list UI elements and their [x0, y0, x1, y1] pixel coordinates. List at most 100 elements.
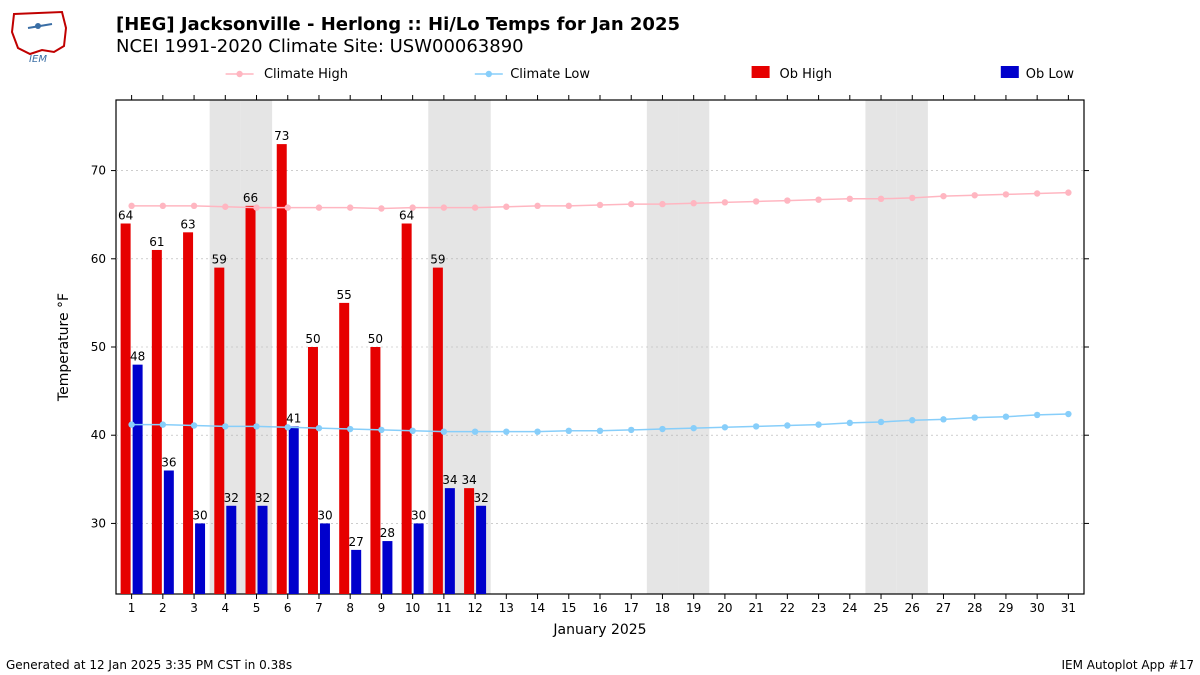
- climate-high-marker: [909, 195, 915, 201]
- xtick-label: 10: [405, 601, 420, 615]
- climate-low-marker: [128, 421, 134, 427]
- xtick-label: 30: [1030, 601, 1045, 615]
- climate-high-marker: [285, 204, 291, 210]
- bar-ob-high: [214, 268, 224, 594]
- x-axis-label: January 2025: [552, 622, 646, 638]
- bar-label-low: 36: [161, 456, 176, 470]
- climate-high-marker: [253, 204, 259, 210]
- bar-ob-high: [152, 250, 162, 594]
- bar-label-high: 55: [337, 288, 352, 302]
- climate-low-marker: [815, 421, 821, 427]
- climate-high-marker: [597, 202, 603, 208]
- climate-low-marker: [784, 422, 790, 428]
- climate-low-marker: [347, 426, 353, 432]
- xtick-label: 20: [717, 601, 732, 615]
- legend-label-climate_high: Climate High: [264, 67, 348, 82]
- xtick-label: 4: [221, 601, 229, 615]
- bar-ob-high: [183, 232, 193, 594]
- bar-ob-low: [289, 426, 299, 594]
- bar-ob-low: [258, 506, 268, 594]
- climate-high-marker: [722, 199, 728, 205]
- bar-label-low: 30: [411, 508, 426, 522]
- climate-low-marker: [316, 425, 322, 431]
- bar-ob-high: [308, 347, 318, 594]
- bar-ob-high: [121, 224, 131, 595]
- xtick-label: 26: [905, 601, 920, 615]
- climate-high-marker: [160, 203, 166, 209]
- bar-ob-high: [277, 144, 287, 594]
- xtick-label: 12: [467, 601, 482, 615]
- bar-ob-high: [402, 224, 412, 595]
- bar-label-low: 32: [224, 491, 239, 505]
- climate-high-marker: [503, 204, 509, 210]
- climate-high-marker: [940, 193, 946, 199]
- climate-low-marker: [285, 424, 291, 430]
- climate-high-marker: [409, 204, 415, 210]
- logo-text: IEM: [29, 54, 47, 65]
- iem-logo: IEM: [12, 12, 66, 65]
- climate-high-marker: [972, 192, 978, 198]
- climate-high-marker: [784, 197, 790, 203]
- bar-label-high: 59: [212, 253, 227, 267]
- climate-low-marker: [222, 423, 228, 429]
- climate-high-marker: [1003, 191, 1009, 197]
- bar-ob-low: [164, 471, 174, 595]
- bar-ob-high: [246, 206, 256, 594]
- climate-high-marker: [847, 196, 853, 202]
- bar-ob-low: [445, 488, 455, 594]
- climate-low-marker: [566, 428, 572, 434]
- bar-label-low: 30: [317, 508, 332, 522]
- bar-label-high: 34: [461, 473, 476, 487]
- xtick-label: 27: [936, 601, 951, 615]
- xtick-label: 23: [811, 601, 826, 615]
- legend-label-ob_low: Ob Low: [1026, 67, 1075, 82]
- climate-low-marker: [628, 427, 634, 433]
- climate-low-marker: [597, 428, 603, 434]
- bar-label-low: 41: [286, 411, 301, 425]
- climate-low-marker: [378, 427, 384, 433]
- climate-low-marker: [160, 421, 166, 427]
- climate-low-marker: [690, 425, 696, 431]
- xtick-label: 24: [842, 601, 857, 615]
- chart-title-1: [HEG] Jacksonville - Herlong :: Hi/Lo Te…: [116, 14, 680, 35]
- climate-low-marker: [972, 414, 978, 420]
- xtick-label: 15: [561, 601, 576, 615]
- bar-ob-low: [320, 523, 330, 594]
- xtick-label: 11: [436, 601, 451, 615]
- climate-high-marker: [1034, 190, 1040, 196]
- climate-high-marker: [753, 198, 759, 204]
- bar-label-high: 63: [180, 217, 195, 231]
- climate-high-marker: [815, 196, 821, 202]
- xtick-label: 3: [190, 601, 198, 615]
- climate-high-marker: [628, 201, 634, 207]
- bar-ob-low: [226, 506, 236, 594]
- legend-swatch-ob_high: [752, 66, 770, 78]
- climate-low-marker: [409, 428, 415, 434]
- xtick-label: 28: [967, 601, 982, 615]
- climate-high-marker: [191, 203, 197, 209]
- bar-ob-low: [414, 523, 424, 594]
- climate-high-marker: [378, 205, 384, 211]
- bar-label-high: 59: [430, 253, 445, 267]
- climate-low-marker: [253, 423, 259, 429]
- climate-low-marker: [472, 428, 478, 434]
- xtick-label: 31: [1061, 601, 1076, 615]
- xtick-label: 8: [346, 601, 354, 615]
- climate-low-marker: [940, 416, 946, 422]
- bar-label-high: 50: [305, 332, 320, 346]
- climate-high-marker: [534, 203, 540, 209]
- xtick-label: 18: [655, 601, 670, 615]
- xtick-label: 9: [378, 601, 386, 615]
- chart-figure: IEM [HEG] Jacksonville - Herlong :: Hi/Lo…: [0, 0, 1200, 675]
- climate-low-marker: [503, 428, 509, 434]
- climate-high-marker: [128, 203, 134, 209]
- legend-label-climate_low: Climate Low: [510, 67, 590, 82]
- bar-ob-high: [339, 303, 349, 594]
- legend-label-ob_high: Ob High: [780, 67, 833, 82]
- climate-low-marker: [1003, 413, 1009, 419]
- bar-ob-high: [370, 347, 380, 594]
- climate-high-marker: [441, 204, 447, 210]
- ytick-label: 40: [91, 428, 106, 442]
- bar-label-low: 28: [380, 526, 395, 540]
- bar-label-low: 27: [349, 535, 364, 549]
